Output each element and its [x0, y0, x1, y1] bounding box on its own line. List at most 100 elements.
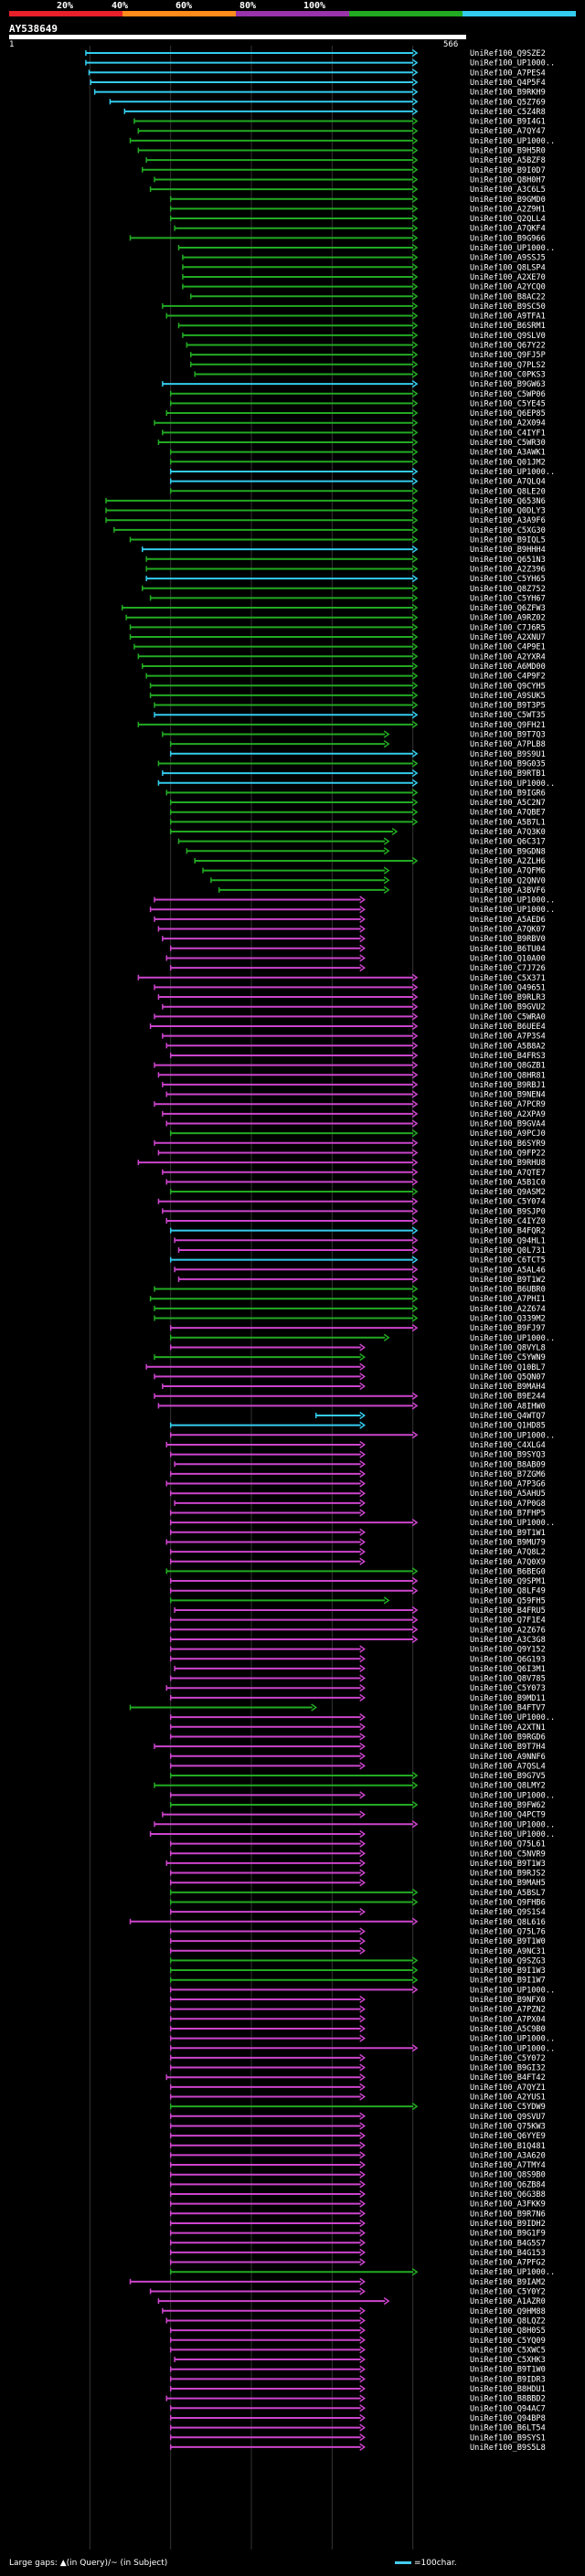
hit-row[interactable]: UniRef100_A6MD00: [142, 662, 546, 672]
hit-row[interactable]: UniRef100_B9GDN8: [186, 847, 546, 856]
hit-row[interactable]: UniRef100_C5Y073: [165, 1684, 546, 1693]
hit-row[interactable]: UniRef100_C5YH67: [149, 594, 546, 603]
hit-row[interactable]: UniRef100_B9IAM2: [129, 2277, 546, 2287]
hit-row[interactable]: UniRef100_A7QBE7: [169, 808, 546, 818]
hit-row[interactable]: UniRef100_B9IDH2: [169, 2219, 546, 2229]
hit-row[interactable]: UniRef100_UP1000..: [169, 1519, 555, 1528]
hit-row[interactable]: UniRef100_B9SYS1: [169, 2433, 546, 2443]
hit-row[interactable]: UniRef100_C5YQ09: [169, 2336, 546, 2346]
hit-row[interactable]: UniRef100_B9T1W0: [169, 1936, 546, 1946]
hit-row[interactable]: UniRef100_B4FRS3: [169, 1051, 546, 1061]
hit-row[interactable]: UniRef100_A2YUS1: [169, 2093, 546, 2103]
hit-row[interactable]: UniRef100_B6TU04: [169, 944, 546, 954]
hit-row[interactable]: UniRef100_A9RZ02: [125, 613, 546, 623]
hit-row[interactable]: UniRef100_B9RTB1: [162, 769, 546, 779]
hit-row[interactable]: UniRef100_A1AZR0: [157, 2297, 546, 2306]
hit-row[interactable]: UniRef100_B9SYQ3: [169, 1450, 546, 1460]
hit-row[interactable]: UniRef100_B9RBJ1: [162, 1080, 546, 1090]
hit-row[interactable]: UniRef100_A7PX04: [169, 2015, 546, 2024]
hit-row[interactable]: UniRef100_Q10BL7: [145, 1362, 546, 1373]
hit-row[interactable]: UniRef100_Q01JM2: [169, 458, 546, 467]
hit-row[interactable]: UniRef100_B6SRM1: [177, 322, 546, 331]
hit-row[interactable]: UniRef100_A2Z396: [145, 565, 546, 574]
hit-row[interactable]: UniRef100_B9I4G1: [133, 117, 546, 127]
hit-row[interactable]: UniRef100_B9S9U1: [169, 749, 546, 759]
hit-row[interactable]: UniRef100_Q8Z752: [142, 584, 546, 594]
hit-row[interactable]: UniRef100_A7P3S4: [162, 1032, 546, 1042]
hit-row[interactable]: UniRef100_A7PFG2: [169, 2258, 546, 2268]
hit-row[interactable]: UniRef100_B9RBV0: [162, 935, 546, 944]
hit-row[interactable]: UniRef100_B9I1W7: [169, 1976, 546, 1986]
hit-row[interactable]: UniRef100_Q9FP22: [157, 1149, 546, 1158]
hit-row[interactable]: UniRef100_A8IHW0: [157, 1402, 546, 1411]
hit-row[interactable]: UniRef100_Q8LQZ2: [165, 2316, 546, 2326]
hit-row[interactable]: UniRef100_C7J6R5: [129, 623, 546, 632]
hit-row[interactable]: UniRef100_Q0L731: [177, 1246, 546, 1256]
hit-row[interactable]: UniRef100_C5WP06: [169, 389, 546, 399]
hit-row[interactable]: UniRef100_Q9SLV0: [182, 331, 546, 341]
hit-row[interactable]: UniRef100_B9HHH4: [142, 546, 546, 555]
hit-row[interactable]: UniRef100_B9E244: [154, 1392, 546, 1402]
hit-row[interactable]: UniRef100_Q75L76: [169, 1927, 546, 1936]
hit-row[interactable]: UniRef100_A2Z674: [154, 1304, 546, 1314]
hit-row[interactable]: UniRef100_Q4P5F4: [90, 78, 546, 88]
hit-row[interactable]: UniRef100_A5BSL7: [169, 1888, 546, 1898]
hit-row[interactable]: UniRef100_Q9CYH5: [149, 682, 546, 691]
hit-row[interactable]: UniRef100_C7J726: [169, 963, 546, 973]
hit-row[interactable]: UniRef100_B9IGR6: [165, 789, 546, 798]
hit-row[interactable]: UniRef100_A7QYZ1: [169, 2083, 546, 2093]
hit-row[interactable]: UniRef100_Q9Y152: [169, 1645, 546, 1655]
hit-row[interactable]: UniRef100_Q8GZB1: [154, 1061, 546, 1071]
hit-row[interactable]: UniRef100_B4FT42: [165, 2073, 546, 2083]
hit-row[interactable]: UniRef100_C5WRA0: [154, 1012, 546, 1022]
hit-row[interactable]: UniRef100_B9G966: [129, 234, 546, 243]
hit-row[interactable]: UniRef100_Q8H0S5: [169, 2326, 546, 2336]
hit-row[interactable]: UniRef100_C4IYF1: [162, 429, 546, 438]
hit-row[interactable]: UniRef100_B9T7Q3: [162, 730, 546, 740]
hit-row[interactable]: UniRef100_B9FJ97: [169, 1324, 546, 1333]
hit-row[interactable]: UniRef100_Q6G3B8: [169, 2189, 546, 2200]
hit-row[interactable]: UniRef100_B9GVU2: [162, 1002, 546, 1012]
hit-row[interactable]: UniRef100_A7P3G6: [165, 1479, 546, 1489]
hit-row[interactable]: UniRef100_A3C6L5: [149, 185, 546, 195]
hit-row[interactable]: UniRef100_Q2QLL4: [169, 214, 546, 224]
hit-row[interactable]: UniRef100_A5AED6: [154, 915, 546, 925]
hit-row[interactable]: UniRef100_A2YCQ0: [182, 282, 546, 292]
hit-row[interactable]: UniRef100_Q9SZG3: [169, 1956, 546, 1966]
hit-row[interactable]: UniRef100_A3AWK1: [169, 448, 546, 458]
hit-row[interactable]: UniRef100_A2XNU7: [129, 632, 546, 642]
hit-row[interactable]: UniRef100_C5XHK3: [174, 2355, 546, 2365]
hit-row[interactable]: UniRef100_B4G153: [169, 2248, 546, 2258]
hit-row[interactable]: UniRef100_B9T3P5: [154, 701, 546, 711]
hit-row[interactable]: UniRef100_C5Z4R8: [123, 107, 546, 117]
hit-row[interactable]: UniRef100_A2Z676: [169, 1626, 546, 1635]
hit-row[interactable]: UniRef100_Q49651: [154, 983, 546, 992]
hit-row[interactable]: UniRef100_A7PLB8: [169, 740, 546, 749]
hit-row[interactable]: UniRef100_Q8LE20: [169, 487, 546, 496]
hit-row[interactable]: UniRef100_B4FRU5: [174, 1606, 546, 1616]
hit-row[interactable]: UniRef100_Q94AC7: [169, 2404, 546, 2413]
hit-row[interactable]: UniRef100_Q2QNV0: [210, 876, 546, 885]
hit-row[interactable]: UniRef100_A7Q3K0: [169, 827, 546, 837]
hit-row[interactable]: UniRef100_B9R7N6: [169, 2210, 546, 2219]
hit-row[interactable]: UniRef100_B9GVA4: [165, 1119, 546, 1129]
hit-row[interactable]: UniRef100_C5NVR9: [169, 1850, 546, 1859]
hit-row[interactable]: UniRef100_B4G5S7: [169, 2239, 546, 2248]
hit-row[interactable]: UniRef100_A9TFA1: [165, 312, 546, 322]
hit-row[interactable]: UniRef100_B9SJP0: [162, 1207, 546, 1216]
hit-row[interactable]: UniRef100_C5WR30: [157, 438, 546, 448]
hit-row[interactable]: UniRef100_Q9FHB6: [169, 1898, 546, 1908]
hit-row[interactable]: UniRef100_A2XE70: [182, 272, 546, 282]
hit-row[interactable]: UniRef100_B9FW62: [169, 1800, 546, 1810]
hit-row[interactable]: UniRef100_Q8V785: [169, 1674, 546, 1684]
hit-row[interactable]: UniRef100_B9I0D7: [142, 165, 546, 175]
hit-row[interactable]: UniRef100_A9PCJ0: [169, 1129, 546, 1139]
hit-row[interactable]: UniRef100_UP1000..: [169, 1986, 555, 1995]
hit-row[interactable]: UniRef100_A7QTE7: [162, 1168, 546, 1178]
hit-row[interactable]: UniRef100_Q653N6: [105, 496, 546, 506]
hit-row[interactable]: UniRef100_C4IYZ0: [165, 1216, 546, 1226]
hit-row[interactable]: UniRef100_Q4WTQ7: [314, 1411, 546, 1421]
hit-row[interactable]: UniRef100_Q9S1S4: [169, 1908, 546, 1917]
hit-row[interactable]: UniRef100_Q75L61: [169, 1839, 546, 1850]
hit-row[interactable]: UniRef100_Q5Z769: [109, 98, 546, 107]
